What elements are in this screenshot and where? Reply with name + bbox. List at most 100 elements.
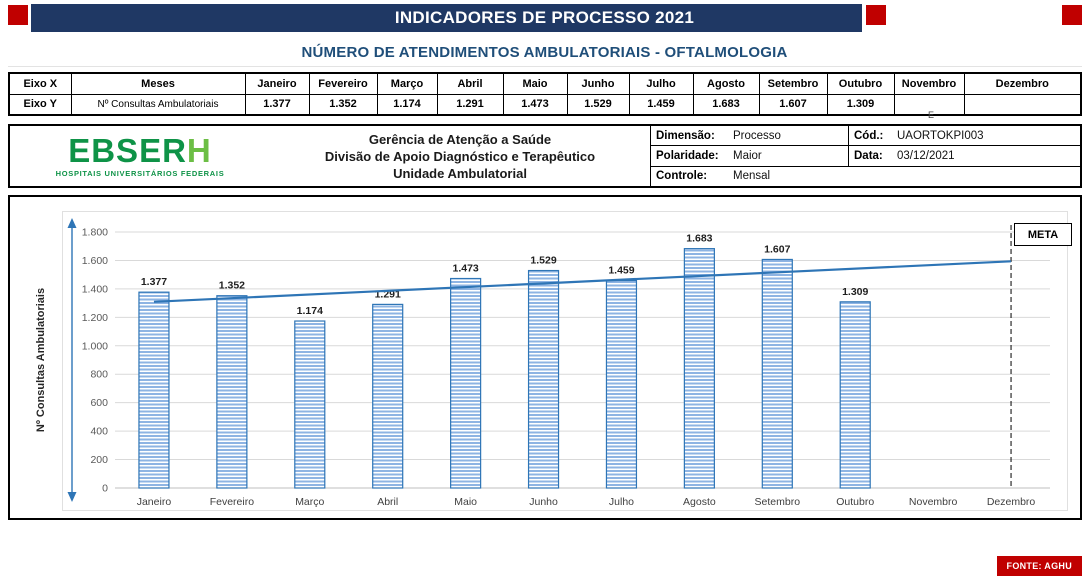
meta-legend-box: META [1014,223,1072,246]
field-label: Data: [854,149,883,162]
svg-text:1.529: 1.529 [530,255,556,267]
page-title: INDICADORES DE PROCESSO 2021 [31,4,862,32]
svg-text:1.309: 1.309 [842,286,868,298]
svg-text:1.800: 1.800 [82,227,108,239]
month-header: Maio [502,72,568,95]
field-label: Polaridade: [656,149,719,162]
org-unit-block: Gerência de Atenção a Saúde Divisão de A… [270,126,650,186]
org-line-3: Unidade Ambulatorial [393,165,527,181]
ebserh-logo-text: EBSERH [68,134,212,167]
field-value: Processo [733,129,781,142]
month-header: Janeiro [244,72,310,95]
svg-text:1.352: 1.352 [219,280,245,292]
month-value: 1.683 [692,93,760,116]
field-row: Polaridade: Maior Data: 03/12/2021 [651,146,1080,167]
svg-text:Maio: Maio [454,496,477,508]
source-badge: FONTE: AGHU [996,556,1082,576]
org-line-2: Divisão de Apoio Diagnóstico e Terapêuti… [324,148,596,164]
axis-y-row: Eixo Y Nº Consultas Ambulatoriais 1.377 … [8,93,1082,116]
svg-text:600: 600 [90,397,108,409]
field-label: Dimensão: [656,129,715,142]
month-header: Junho [566,72,630,95]
month-header: Julho [628,72,694,95]
axis-x-row: Eixo X Meses Janeiro Fevereiro Março Abr… [8,72,1082,95]
field-row: Controle: Mensal [651,167,1080,186]
svg-text:Março: Março [295,496,324,508]
axis-x-name: Meses [70,72,246,95]
field-data: Data: 03/12/2021 [849,146,1080,165]
month-header: Setembro [758,72,828,95]
decoration-square-left [8,5,28,25]
svg-text:Agosto: Agosto [683,496,716,508]
month-value: 1.529 [566,93,630,116]
svg-text:1.473: 1.473 [452,263,478,275]
chart-frame [62,211,1068,511]
month-value: 1.459 [628,93,694,116]
axis-x-label: Eixo X [8,72,72,95]
svg-text:400: 400 [90,426,108,438]
field-polaridade: Polaridade: Maior [651,146,849,166]
axis-data-table: Eixo X Meses Janeiro Fevereiro Março Abr… [8,72,1082,116]
month-header: Fevereiro [308,72,378,95]
chart-subtitle: NÚMERO DE ATENDIMENTOS AMBULATORIAIS - O… [301,43,788,61]
month-value: 1.291 [436,93,504,116]
svg-text:1.000: 1.000 [82,340,108,352]
field-label: Controle: [656,170,708,183]
chart-container: 0 200 400 600 800 1.000 1.200 1.400 1.600 1.800 Nº… [8,195,1082,520]
svg-text:Julho: Julho [609,496,634,508]
svg-text:Setembro: Setembro [755,496,801,508]
logo-h: H [186,132,212,169]
svg-text:Fevereiro: Fevereiro [210,496,255,508]
month-header: Novembro [893,72,965,95]
org-line-1: Gerência de Atenção a Saúde [368,131,552,147]
ebserh-logo-tagline: HOSPITAIS UNIVERSITÁRIOS FEDERAIS [55,169,225,178]
svg-text:800: 800 [90,369,108,381]
month-value: 1.174 [376,93,438,116]
field-codigo: Cód.: UAORTOKPI003 [849,126,1080,145]
month-value: 1.607 [758,93,828,116]
month-value: 1.352 [308,93,378,116]
ebserh-logo: EBSERH HOSPITAIS UNIVERSITÁRIOS FEDERAIS [10,126,270,186]
field-controle: Controle: Mensal [651,167,1080,186]
field-dimensao: Dimensão: Processo [651,126,849,146]
month-header: Outubro [826,72,895,95]
svg-text:1.683: 1.683 [686,233,712,245]
svg-text:1.174: 1.174 [297,305,323,317]
field-value: 03/12/2021 [897,149,955,162]
logo-main: EBSER [68,132,187,169]
svg-text:1.200: 1.200 [82,312,108,324]
indicator-fields: Dimensão: Processo Cód.: UAORTOKPI003 Po… [650,126,1080,186]
decoration-square-right [1062,5,1082,25]
month-value: 1.309 [826,93,895,116]
axis-y-name: Nº Consultas Ambulatoriais [70,93,246,116]
svg-text:1.400: 1.400 [82,283,108,295]
bar-chart: 0 200 400 600 800 1.000 1.200 1.400 1.600 1.800 Nº… [35,218,1050,508]
field-value: UAORTOKPI003 [897,129,984,142]
month-value [963,93,1082,116]
svg-text:200: 200 [90,454,108,466]
field-row: Dimensão: Processo Cód.: UAORTOKPI003 [651,126,1080,147]
decoration-square-mid [866,5,886,25]
svg-text:Junho: Junho [529,496,558,508]
indicator-info-panel: EBSERH HOSPITAIS UNIVERSITÁRIOS FEDERAIS… [8,124,1082,188]
svg-text:1.377: 1.377 [141,276,167,288]
month-header: Abril [436,72,504,95]
divider [8,66,1082,67]
month-header: Março [376,72,438,95]
month-value: 1.473 [502,93,568,116]
field-label: Cód.: [854,129,884,142]
svg-text:1.607: 1.607 [764,243,790,255]
axis-y-label: Eixo Y [8,93,72,116]
svg-text:Dezembro: Dezembro [987,496,1036,508]
svg-text:Nº Consultas Ambulatoriais: Nº Consultas Ambulatoriais [35,288,47,432]
month-value: 1.377 [244,93,310,116]
stray-text-fragment: E [928,110,935,120]
field-value: Maior [733,149,762,162]
month-header: Agosto [692,72,760,95]
svg-text:Janeiro: Janeiro [137,496,172,508]
svg-text:1.459: 1.459 [608,264,634,276]
svg-text:Novembro: Novembro [909,496,958,508]
svg-text:0: 0 [102,483,108,495]
field-value: Mensal [733,170,771,183]
svg-text:1.600: 1.600 [82,255,108,267]
